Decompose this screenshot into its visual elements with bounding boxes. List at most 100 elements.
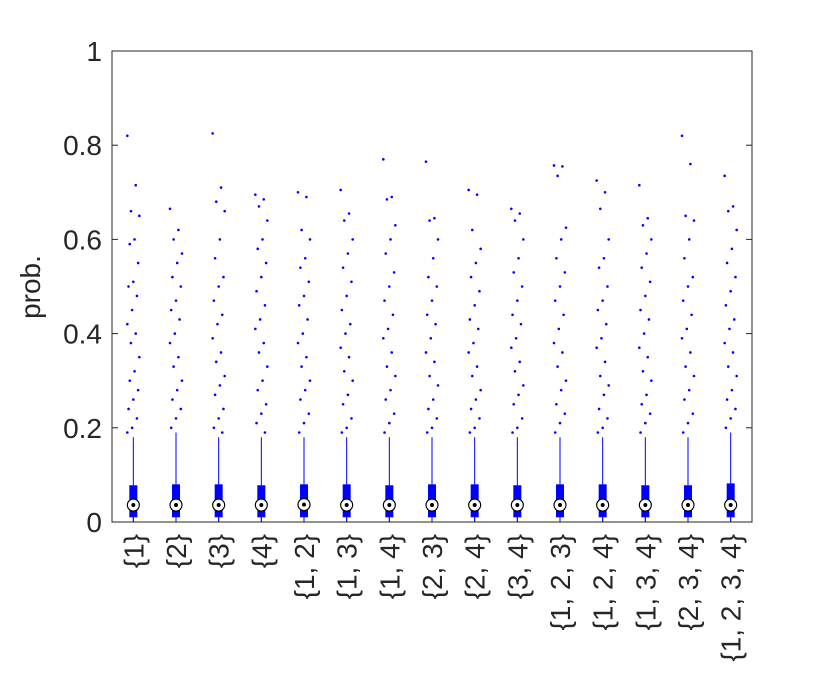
outlier [263, 431, 267, 434]
outlier [470, 228, 474, 232]
outlier [470, 374, 474, 378]
outlier [126, 134, 129, 138]
outlier [729, 289, 732, 293]
outlier [394, 374, 397, 378]
outlier [431, 398, 435, 401]
outlier [597, 407, 601, 411]
outlier [429, 337, 433, 340]
outlier [218, 238, 222, 241]
outlier [467, 188, 470, 192]
outlier [473, 304, 476, 307]
outlier [126, 431, 129, 434]
outlier [388, 285, 391, 288]
outlier [468, 318, 472, 321]
outlier [647, 318, 651, 321]
outlier [260, 275, 263, 279]
outlier [648, 412, 652, 415]
outlier [725, 261, 729, 265]
median-dot [302, 502, 306, 507]
outlier [132, 280, 135, 284]
outlier [597, 266, 601, 269]
outlier [726, 365, 730, 368]
outlier [307, 280, 311, 284]
outlier [172, 365, 175, 368]
outlier [640, 402, 644, 406]
outlier [729, 417, 732, 420]
outlier [433, 360, 436, 364]
outlier [684, 365, 687, 368]
outlier [296, 341, 300, 345]
outlier [136, 261, 140, 265]
x-tick-label: {2, 4} [460, 534, 491, 599]
outlier [127, 285, 130, 288]
outlier [219, 351, 223, 354]
x-tick-label: {3} [204, 534, 235, 568]
median-dot [600, 503, 605, 508]
outlier [607, 238, 610, 241]
outlier [264, 261, 268, 265]
outlier [561, 165, 564, 168]
y-tick-label: 1 [86, 36, 102, 67]
outlier [510, 346, 513, 350]
outlier [257, 205, 261, 208]
outlier [604, 322, 608, 326]
outlier [345, 294, 348, 298]
outlier [302, 294, 306, 298]
outlier [342, 369, 346, 373]
outlier [223, 209, 226, 213]
outlier [730, 388, 734, 392]
x-tick-label: {1, 2, 3, 4} [716, 534, 747, 662]
outlier [479, 247, 482, 251]
outlier [136, 388, 140, 392]
outlier [299, 266, 302, 269]
outlier [347, 355, 351, 359]
y-tick-label: 0 [86, 507, 102, 538]
outlier [436, 384, 440, 387]
x-tick-label: {1, 3, 4} [630, 534, 661, 631]
outlier [174, 417, 178, 420]
outlier [171, 275, 174, 279]
outlier [595, 179, 598, 182]
outlier [382, 337, 385, 340]
y-tick-label: 0.8 [63, 130, 102, 161]
outlier [305, 195, 308, 199]
outlier [469, 275, 473, 279]
outlier [520, 417, 524, 420]
outlier [180, 252, 184, 255]
outlier [255, 289, 258, 293]
y-axis-label: prob. [15, 255, 46, 319]
outlier [427, 275, 430, 279]
outlier [425, 313, 429, 317]
outlier [169, 308, 173, 312]
outlier [428, 219, 431, 222]
outlier [555, 402, 558, 406]
outlier [681, 299, 685, 302]
outlier [175, 388, 179, 392]
outlier [347, 212, 351, 215]
outlier [135, 294, 139, 298]
outlier [553, 299, 557, 302]
outlier [685, 327, 689, 331]
y-tick-label: 0.6 [63, 224, 102, 255]
outlier [474, 261, 478, 265]
outlier [648, 280, 652, 284]
median-dot [472, 503, 477, 508]
outlier [348, 322, 352, 326]
outlier [724, 304, 728, 307]
outlier [172, 238, 175, 241]
outlier [168, 341, 172, 345]
median-dot [728, 503, 733, 508]
x-tick-label: {1, 2, 3} [545, 534, 576, 631]
median-dot [643, 503, 648, 508]
outlier [556, 365, 559, 368]
median-dot [430, 503, 434, 508]
outlier [211, 132, 214, 135]
outlier [266, 365, 269, 368]
outlier [731, 205, 735, 208]
median-dot [259, 503, 264, 508]
outlier [433, 216, 436, 220]
outlier [724, 426, 728, 430]
outlier [558, 285, 562, 288]
